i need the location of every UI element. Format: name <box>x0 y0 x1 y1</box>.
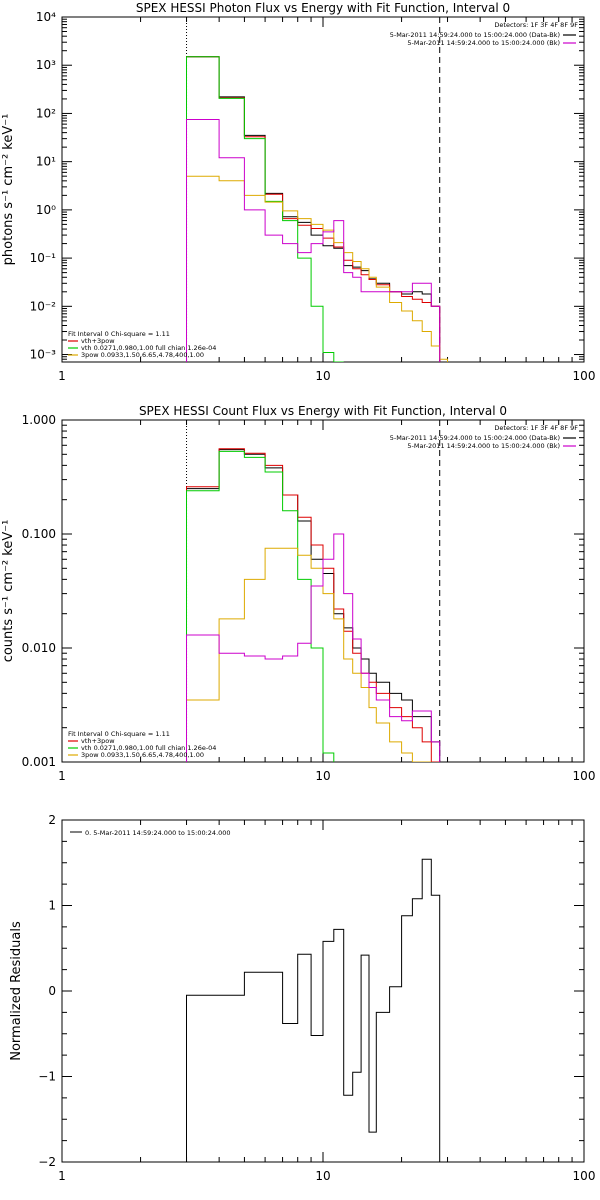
series-line-5 <box>186 533 441 762</box>
series-line-3 <box>186 450 335 762</box>
y-tick-label: 1 <box>48 899 56 913</box>
x-tick-label: 100 <box>573 769 596 783</box>
data-area <box>186 448 441 762</box>
chart-panel-3: 1 10 100 −2 −1 0 1 2 Normalized Residuals 0. 5-Ma… <box>9 813 595 1183</box>
data-area <box>186 858 441 1162</box>
legend-right-entry: 5-Mar-2011 14:59:24.000 to 15:00:24.000 … <box>407 442 560 450</box>
legend-right-entry: 5-Mar-2011 14:59:24.000 to 15:00:24.000 … <box>390 31 560 39</box>
x-tick-label: 1 <box>58 1169 66 1183</box>
legend-right-entry: 5-Mar-2011 14:59:24.000 to 15:00:24.000 … <box>407 39 560 47</box>
chart-title: SPEX HESSI Photon Flux vs Energy with Fi… <box>136 1 510 15</box>
x-tick-label: 100 <box>573 1169 596 1183</box>
legend-left-entry: vth 0.0271,0.980,1.00 full chian 1.26e-0… <box>81 344 216 352</box>
y-tick-label: 1.000 <box>22 413 56 427</box>
y-tick-label: 10⁰ <box>36 203 56 217</box>
y-axis-label: counts s⁻¹ cm⁻² keV⁻¹ <box>1 520 16 663</box>
chart-title: SPEX HESSI Count Flux vs Energy with Fit… <box>139 404 507 418</box>
data-area <box>186 56 448 362</box>
y-tick-label: 0.001 <box>22 755 56 769</box>
legend-left-entry: Fit Interval 0 Chi-square = 1.11 <box>68 730 170 738</box>
detectors-label: Detectors: 1F 3F 4F 8F 9F <box>494 21 578 29</box>
y-tick-label: 10⁻² <box>30 299 57 313</box>
y-tick-label: 10⁴ <box>36 10 56 24</box>
y-tick-label: 2 <box>48 813 56 827</box>
y-tick-label: 0.010 <box>22 641 56 655</box>
x-tick-label: 100 <box>573 369 596 383</box>
x-tick-label: 10 <box>315 1169 330 1183</box>
series-line-1 <box>186 56 441 362</box>
y-tick-label: −1 <box>38 1070 56 1084</box>
y-tick-label: 0.100 <box>22 527 56 541</box>
y-tick-label: 10⁻¹ <box>30 251 57 265</box>
y-tick-label: 10⁻³ <box>30 348 57 362</box>
series-line-4 <box>186 175 448 362</box>
series-line-2 <box>186 56 441 362</box>
legend-left-entry: 3pow 0.0933,1.50,6.65,4.78,400,1.00 <box>81 351 204 359</box>
y-tick-label: 0 <box>48 984 56 998</box>
x-tick-label: 1 <box>58 769 66 783</box>
legend-right-entry: 5-Mar-2011 14:59:24.000 to 15:00:24.000 … <box>390 434 560 442</box>
legend-left-entry: vth+3pow <box>81 737 115 745</box>
legend-left-entry: vth+3pow <box>81 337 115 345</box>
y-axis-label: Normalized Residuals <box>9 921 24 1061</box>
legend-left-entry: vth 0.0271,0.980,1.00 full chian 1.26e-0… <box>81 744 216 752</box>
series-line-1 <box>186 858 441 1162</box>
legend-left-entry: Fit Interval 0 Chi-square = 1.11 <box>68 330 170 338</box>
x-tick-label: 1 <box>58 369 66 383</box>
y-tick-label: 10³ <box>36 58 56 72</box>
series-line-5 <box>186 119 441 362</box>
chart-panel-2: SPEX HESSI Count Flux vs Energy with Fit… <box>1 404 595 783</box>
series-line-3 <box>186 56 344 362</box>
y-tick-label: 10¹ <box>36 155 56 169</box>
series-line-2 <box>186 448 440 762</box>
y-axis-label: photons s⁻¹ cm⁻² keV⁻¹ <box>1 114 16 266</box>
detectors-label: Detectors: 1F 3F 4F 8F 9F <box>494 424 578 432</box>
x-tick-label: 10 <box>315 369 330 383</box>
x-tick-label: 10 <box>315 769 330 783</box>
legend-entry: 0. 5-Mar-2011 14:59:24.000 to 15:00:24.0… <box>85 829 231 837</box>
legend-left-entry: 3pow 0.0933,1.50,6.65,4.78,400,1.00 <box>81 751 204 759</box>
y-tick-label: 10² <box>36 106 56 120</box>
y-tick-label: −2 <box>38 1155 56 1169</box>
series-line-4 <box>186 547 432 762</box>
chart-panel-1: SPEX HESSI Photon Flux vs Energy with Fi… <box>1 1 595 383</box>
